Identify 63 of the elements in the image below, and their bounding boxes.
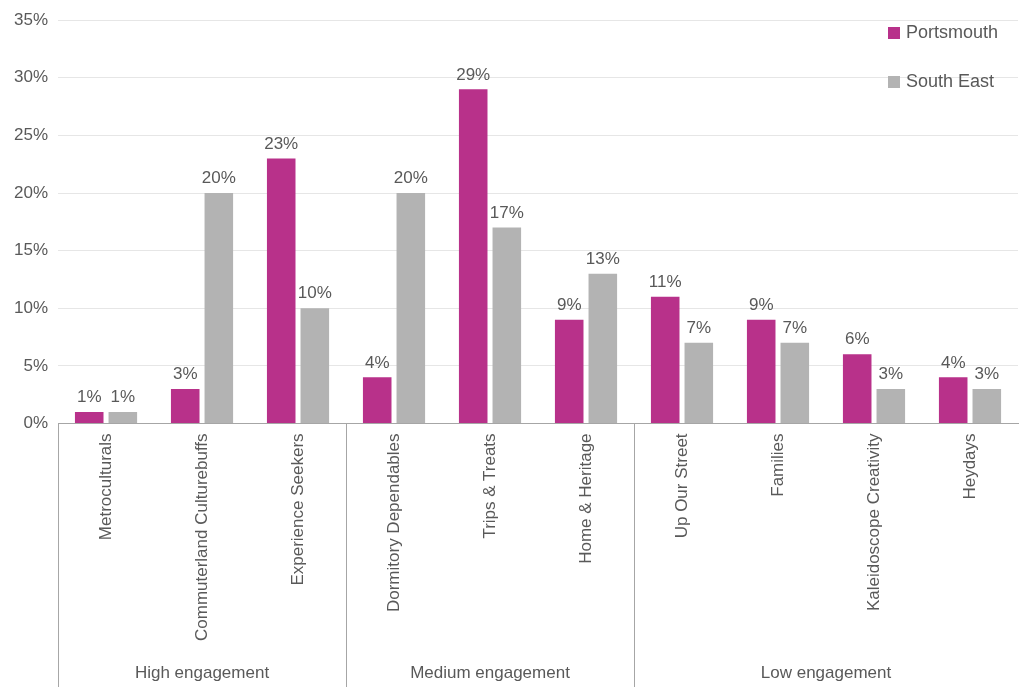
x-tick-label: Trips & Treats (479, 433, 499, 539)
data-label: 3% (974, 364, 1000, 384)
bar (492, 227, 522, 423)
y-tick-label: 25% (13, 125, 49, 145)
bar (396, 193, 426, 423)
x-tick-label: Families (767, 433, 787, 497)
bar (746, 319, 776, 423)
bar (554, 319, 584, 423)
bar (266, 158, 296, 423)
data-label: 11% (648, 271, 682, 291)
data-label: 20% (393, 168, 428, 188)
bar (876, 388, 906, 423)
data-label: 13% (585, 248, 620, 268)
y-tick-label: 20% (13, 182, 49, 202)
x-tick-label: Home & Heritage (575, 433, 595, 564)
x-tick-label: Dormitory Dependables (383, 433, 403, 613)
bar (972, 388, 1002, 423)
data-label: 7% (782, 317, 808, 337)
bar (650, 296, 680, 423)
y-tick-label: 5% (23, 355, 49, 375)
y-tick-label: 35% (13, 9, 49, 29)
bar (780, 342, 810, 423)
bar (458, 89, 488, 423)
data-label: 1% (110, 387, 136, 407)
y-tick-label: 15% (13, 240, 49, 260)
legend-label: Portsmouth (906, 22, 999, 44)
bar (362, 377, 392, 423)
x-tick-label: Heydays (959, 433, 979, 500)
y-tick-label: 0% (23, 413, 49, 433)
data-label: 9% (748, 294, 774, 314)
bar (938, 377, 968, 423)
bar (108, 411, 138, 423)
text: Medium engagement (410, 662, 571, 682)
text: High engagement (134, 662, 270, 682)
data-label: 4% (940, 352, 966, 372)
y-tick-label: 10% (13, 297, 49, 317)
bar (684, 342, 714, 423)
text: Low engagement (760, 662, 892, 682)
data-label: 3% (878, 364, 904, 384)
data-label: 10% (297, 283, 332, 303)
x-tick-label: Metroculturals (95, 433, 115, 541)
bar (300, 308, 330, 423)
legend-label: South East (906, 71, 995, 93)
bar (588, 273, 618, 423)
data-label: 6% (844, 329, 870, 349)
bar (842, 354, 872, 423)
x-tick-label: Experience Seekers (287, 433, 307, 586)
data-label: 20% (201, 168, 236, 188)
bar (170, 388, 200, 423)
x-tick-label: Up Our Street (671, 433, 691, 539)
data-label: 7% (686, 317, 712, 337)
bar (74, 411, 104, 423)
data-label: 23% (264, 133, 299, 153)
y-tick-label: 30% (13, 67, 49, 87)
x-tick-label: Kaleidoscope Creativity (863, 432, 883, 612)
x-tick-label: Commuterland Culturebuffs (191, 433, 211, 641)
data-label: 4% (364, 352, 390, 372)
bar (204, 193, 234, 423)
data-label: 17% (489, 202, 524, 222)
data-label: 1% (76, 387, 102, 407)
data-label: 9% (556, 294, 582, 314)
data-label: 29% (456, 64, 491, 84)
data-label: 3% (172, 364, 198, 384)
